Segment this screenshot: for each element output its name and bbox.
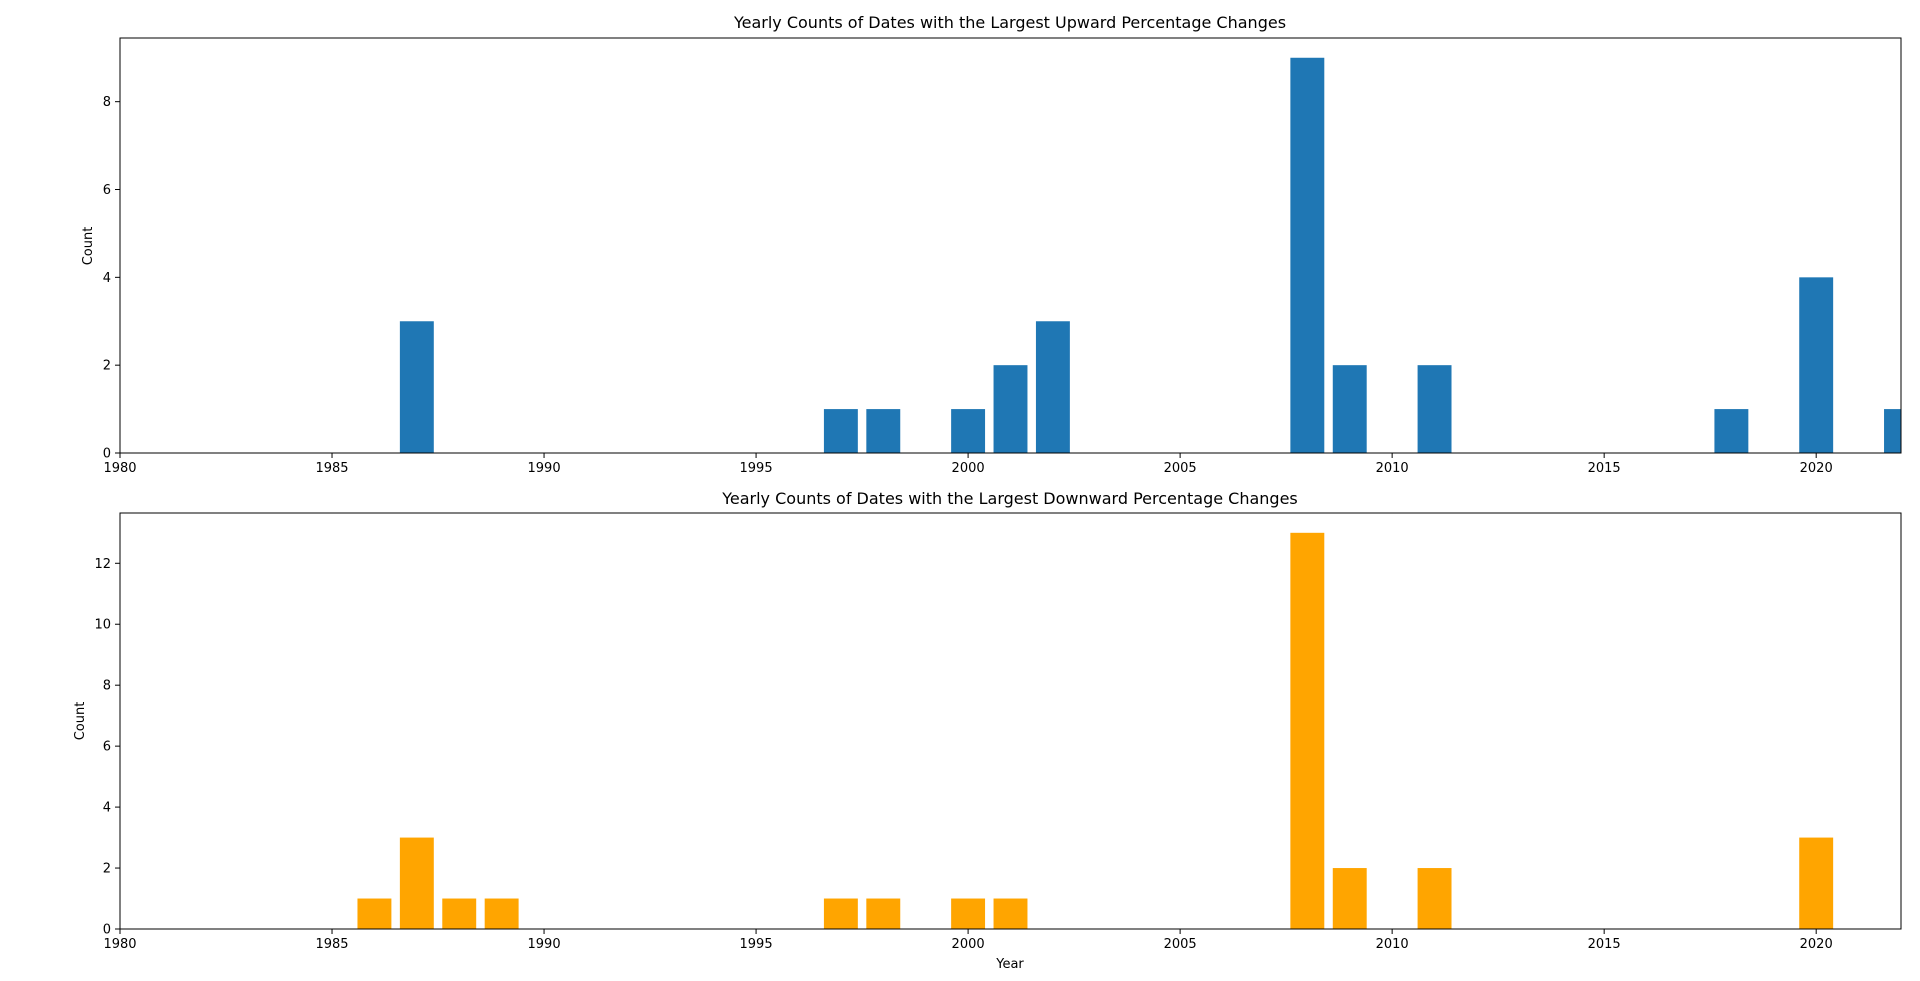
bar-1988 xyxy=(442,898,477,929)
bar-2020 xyxy=(1799,277,1834,453)
y-axis-ticks: 0 2 4 6 8 10 12 xyxy=(94,557,120,938)
x-tick-label: 2010 xyxy=(1376,937,1409,952)
x-tick-label: 1990 xyxy=(528,937,561,952)
x-tick-label: 1990 xyxy=(528,461,561,476)
y-tick-label: 10 xyxy=(94,618,111,633)
y-tick-label: 4 xyxy=(103,271,111,286)
y-tick-label: 6 xyxy=(103,183,111,198)
bar-2011 xyxy=(1417,365,1452,453)
bar-1986 xyxy=(357,898,392,929)
y-axis-ticks: 0 2 4 6 8 xyxy=(103,95,120,462)
bar-2001 xyxy=(993,365,1028,453)
plot-area-frame xyxy=(119,37,1902,454)
x-tick-label: 1980 xyxy=(103,461,136,476)
x-tick-label: 1985 xyxy=(315,461,348,476)
x-tick-label: 2015 xyxy=(1588,461,1621,476)
bar-series xyxy=(399,57,1901,453)
bar-1997 xyxy=(823,409,858,453)
bar-1998 xyxy=(866,898,901,929)
bar-series xyxy=(357,532,1834,929)
y-tick-label: 6 xyxy=(103,740,111,755)
y-tick-label: 8 xyxy=(103,95,111,110)
plot-area-frame xyxy=(119,512,1902,930)
bar-1987 xyxy=(399,321,434,453)
bar-2008 xyxy=(1290,532,1325,929)
y-axis-label: Count xyxy=(81,227,96,266)
chart-title: Yearly Counts of Dates with the Largest … xyxy=(733,13,1286,32)
x-tick-label: 2000 xyxy=(952,461,985,476)
y-tick-label: 8 xyxy=(103,679,111,694)
y-tick-label: 4 xyxy=(103,801,111,816)
x-tick-label: 2015 xyxy=(1588,937,1621,952)
x-tick-label: 2020 xyxy=(1800,461,1833,476)
x-tick-label: 1985 xyxy=(315,937,348,952)
bar-1989 xyxy=(484,898,519,929)
x-tick-label: 2010 xyxy=(1376,461,1409,476)
y-tick-label: 0 xyxy=(103,447,111,462)
bar-2001 xyxy=(993,898,1028,929)
bar-2022 xyxy=(1884,409,1901,453)
x-tick-label: 2020 xyxy=(1800,937,1833,952)
bar-2011 xyxy=(1417,868,1452,929)
x-tick-label: 1980 xyxy=(103,937,136,952)
bar-2000 xyxy=(951,898,986,929)
y-tick-label: 12 xyxy=(94,557,111,572)
bar-2020 xyxy=(1799,837,1834,929)
x-tick-label: 2000 xyxy=(952,937,985,952)
bar-1997 xyxy=(823,898,858,929)
upward-changes-chart: Yearly Counts of Dates with the Largest … xyxy=(81,13,1902,476)
bar-2009 xyxy=(1332,868,1367,929)
bar-1987 xyxy=(399,837,434,929)
downward-changes-chart: Yearly Counts of Dates with the Largest … xyxy=(73,489,1902,972)
bar-2000 xyxy=(951,409,986,453)
y-tick-label: 2 xyxy=(103,359,111,374)
y-tick-label: 0 xyxy=(103,923,111,938)
bar-2008 xyxy=(1290,57,1325,453)
x-tick-label: 2005 xyxy=(1164,937,1197,952)
x-tick-label: 2005 xyxy=(1164,461,1197,476)
bar-2018 xyxy=(1714,409,1749,453)
x-tick-label: 1995 xyxy=(740,461,773,476)
bar-2009 xyxy=(1332,365,1367,453)
chart-title: Yearly Counts of Dates with the Largest … xyxy=(721,489,1298,508)
x-axis-label: Year xyxy=(995,957,1024,972)
y-tick-label: 2 xyxy=(103,862,111,877)
bar-1998 xyxy=(866,409,901,453)
x-tick-label: 1995 xyxy=(740,937,773,952)
y-axis-label: Count xyxy=(73,702,88,741)
bar-2002 xyxy=(1035,321,1070,453)
x-axis-ticks: 1980 1985 1990 1995 2000 2005 2010 2015 2020 xyxy=(103,453,1833,476)
x-axis-ticks: 1980 1985 1990 1995 2000 2005 2010 2015 2020 xyxy=(103,929,1833,952)
